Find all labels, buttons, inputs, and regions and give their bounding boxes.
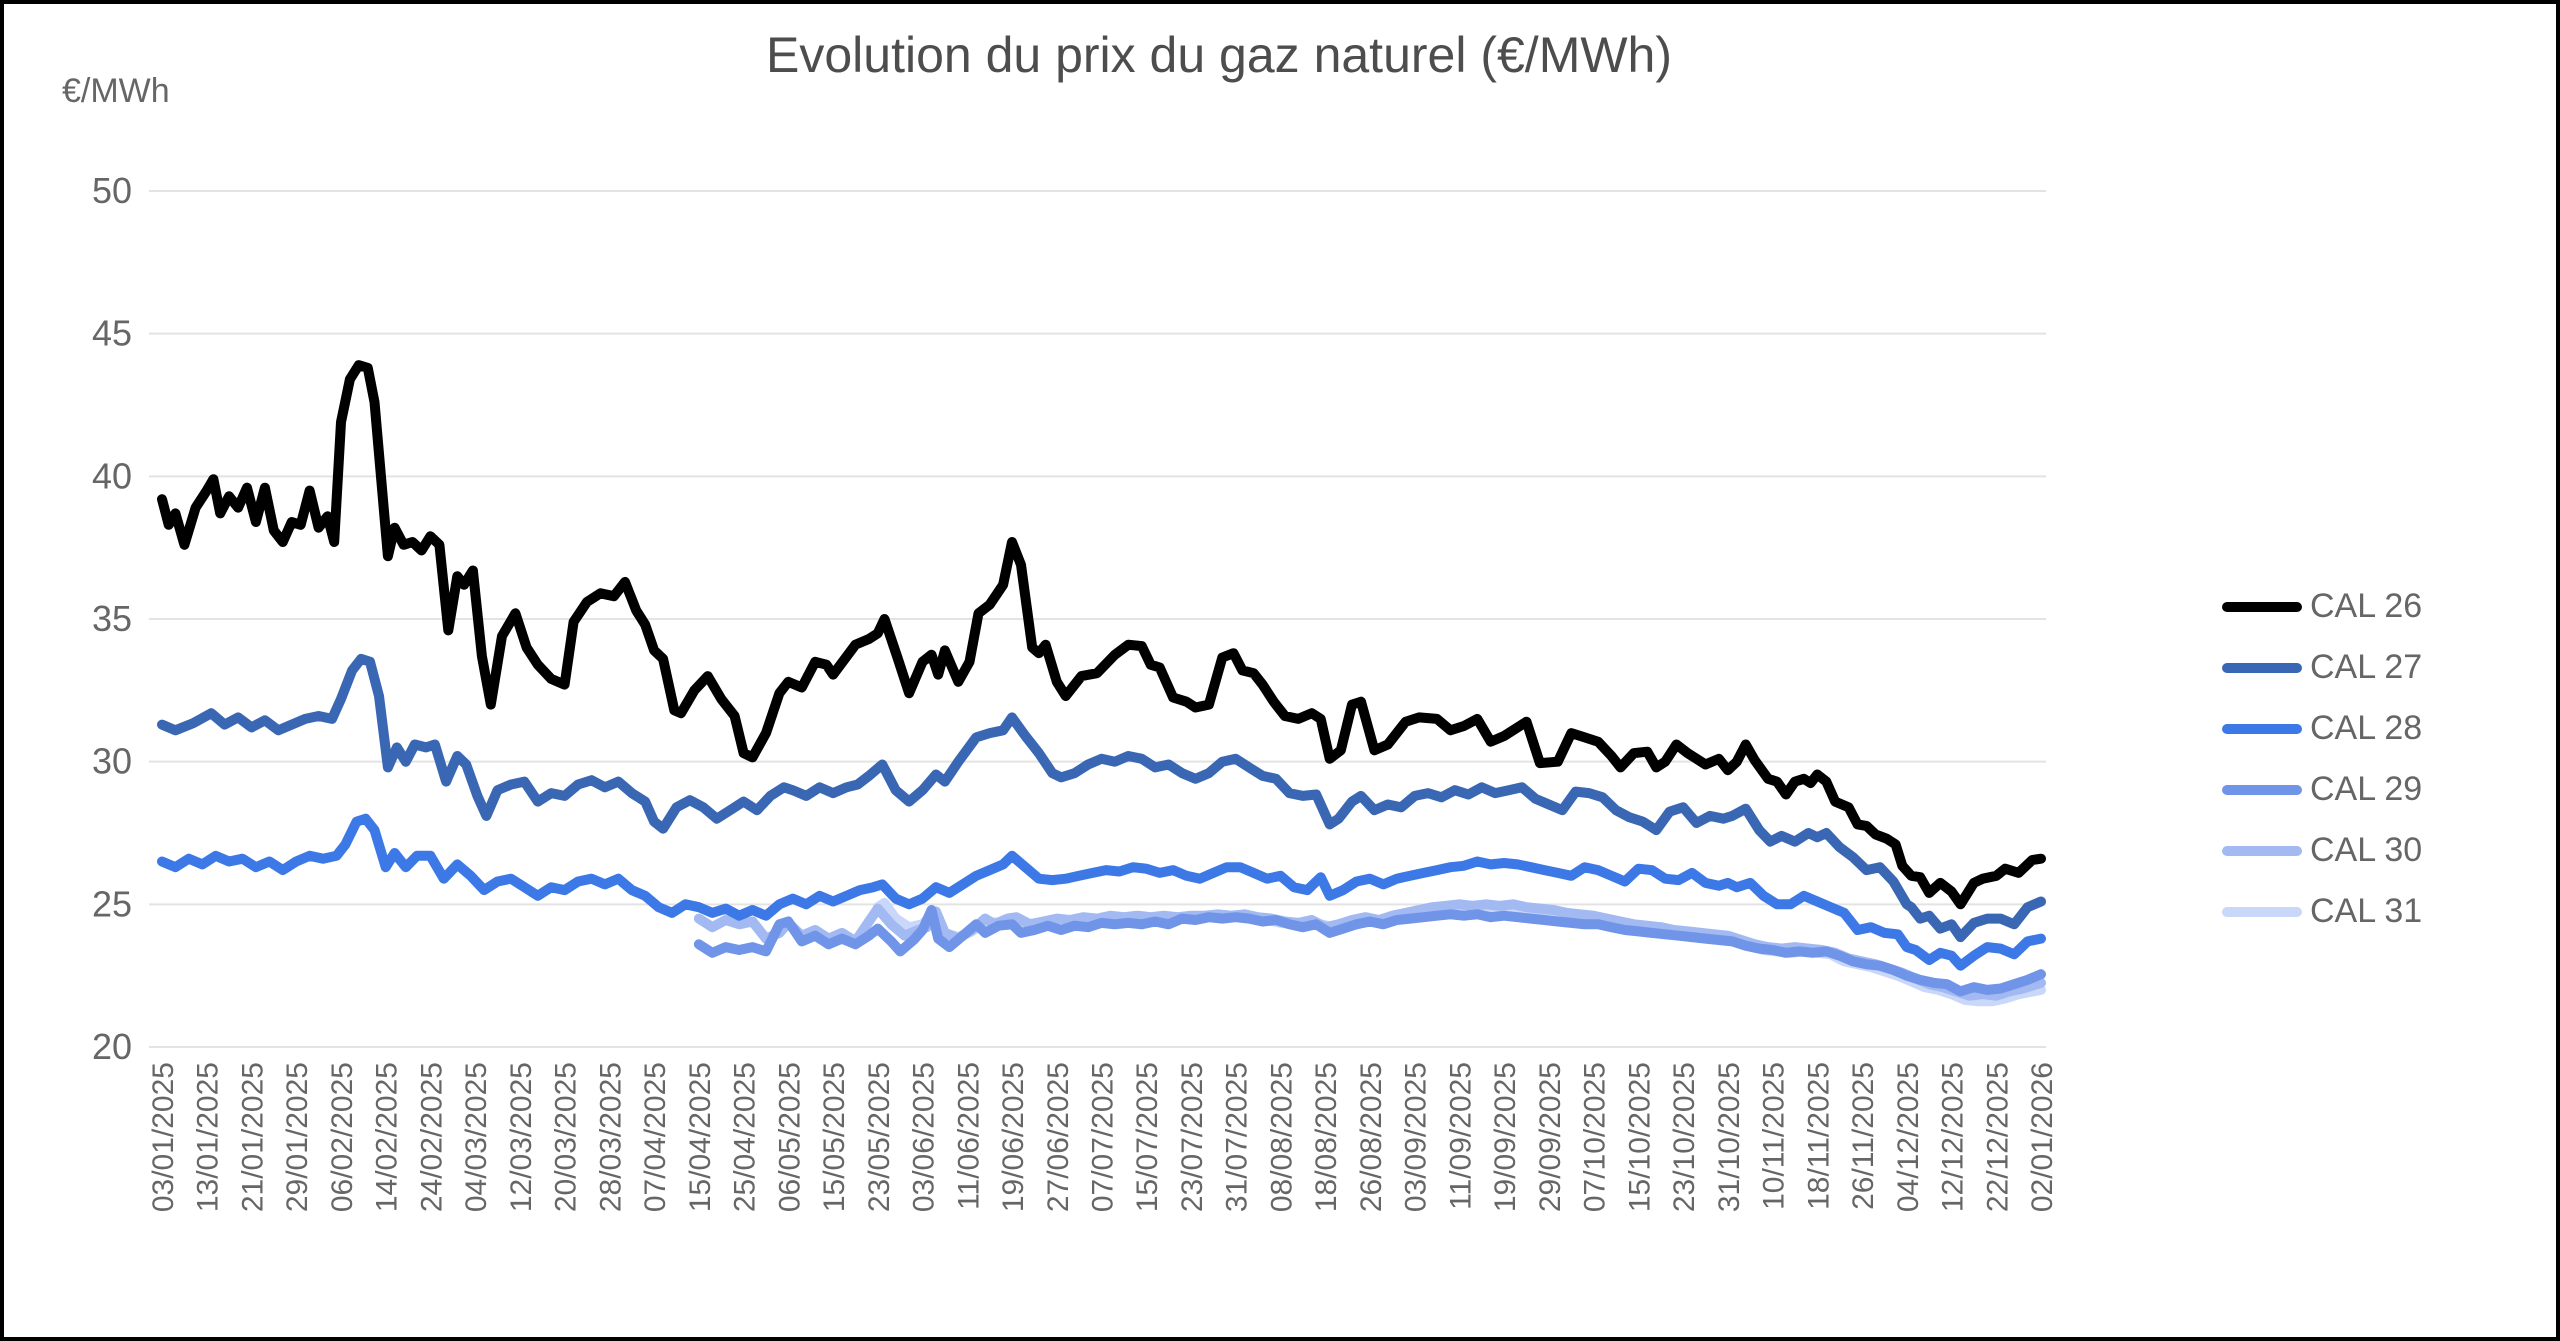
x-tick-label: 25/04/2025 <box>729 1062 762 1212</box>
x-tick-label: 06/05/2025 <box>773 1062 806 1212</box>
y-tick-label-50: 50 <box>92 170 132 211</box>
legend-swatch <box>2222 601 2302 612</box>
x-tick-label: 22/12/2025 <box>1981 1062 2014 1212</box>
legend-swatch <box>2222 784 2302 795</box>
chart-legend: CAL 26 CAL 27 CAL 28 CAL 29 CAL 30 CAL 31 <box>2222 576 2422 942</box>
x-tick-label: 27/06/2025 <box>1042 1062 1075 1212</box>
x-tick-label: 18/11/2025 <box>1802 1062 1835 1210</box>
x-tick-label: 11/09/2025 <box>1444 1062 1477 1210</box>
legend-label: CAL 27 <box>2310 648 2423 686</box>
x-tick-label: 13/01/2025 <box>192 1062 225 1212</box>
x-tick-label: 12/12/2025 <box>1937 1062 1970 1212</box>
x-tick-label: 15/07/2025 <box>1131 1062 1164 1212</box>
x-tick-label: 20/03/2025 <box>550 1062 583 1212</box>
legend-item-cal-27: CAL 27 <box>2222 637 2422 698</box>
x-tick-label: 15/05/2025 <box>818 1062 851 1212</box>
x-tick-label: 31/10/2025 <box>1713 1062 1746 1212</box>
x-tick-label: 23/05/2025 <box>863 1062 896 1212</box>
legend-item-cal-29: CAL 29 <box>2222 759 2422 820</box>
series-line-cal-29 <box>693 905 2046 997</box>
series-lines <box>157 360 2046 1007</box>
legend-item-cal-28: CAL 28 <box>2222 698 2422 759</box>
legend-swatch <box>2222 723 2302 734</box>
x-tick-label: 04/03/2025 <box>460 1062 493 1212</box>
series-line-cal-28 <box>157 813 2046 971</box>
x-tick-label: 26/08/2025 <box>1355 1062 1388 1212</box>
legend-item-cal-31: CAL 31 <box>2222 881 2422 942</box>
x-tick-label: 11/06/2025 <box>952 1062 985 1210</box>
x-tick-label: 21/01/2025 <box>236 1062 269 1212</box>
x-tick-label: 29/01/2025 <box>281 1062 314 1212</box>
x-tick-label: 23/07/2025 <box>1176 1062 1209 1212</box>
x-tick-label: 31/07/2025 <box>1221 1062 1254 1212</box>
series-line-cal-26 <box>157 360 2046 910</box>
x-tick-label: 03/09/2025 <box>1400 1062 1433 1212</box>
legend-label: CAL 29 <box>2310 770 2423 808</box>
x-tick-label: 19/09/2025 <box>1489 1062 1522 1212</box>
gas-price-line-chart: 20 25 30 35 40 45 50 03/01/2025 13/01/2025 21/01/… <box>92 170 2059 1212</box>
chart-title: Evolution du prix du gaz naturel (€/MWh) <box>766 27 1672 83</box>
x-tick-label: 23/10/2025 <box>1668 1062 1701 1212</box>
legend-item-cal-30: CAL 30 <box>2222 820 2422 881</box>
y-tick-label-45: 45 <box>92 313 132 354</box>
y-axis-unit-label: €/MWh <box>62 72 170 110</box>
x-tick-label: 03/06/2025 <box>908 1062 941 1212</box>
x-tick-label: 06/02/2025 <box>326 1062 359 1212</box>
x-tick-label: 07/04/2025 <box>639 1062 672 1212</box>
x-tick-label: 02/01/2026 <box>2026 1062 2059 1212</box>
y-axis-labels: 20 25 30 35 40 45 50 <box>92 170 132 1067</box>
legend-item-cal-26: CAL 26 <box>2222 576 2422 637</box>
legend-label: CAL 28 <box>2310 709 2423 747</box>
legend-swatch <box>2222 845 2302 856</box>
legend-swatch <box>2222 906 2302 917</box>
y-tick-label-40: 40 <box>92 455 132 496</box>
series-line-cal-27 <box>157 653 2046 943</box>
x-tick-label: 15/04/2025 <box>684 1062 717 1212</box>
x-axis-labels: 03/01/2025 13/01/2025 21/01/2025 29/01/2025… <box>147 1062 2059 1212</box>
x-tick-label: 29/09/2025 <box>1534 1062 1567 1212</box>
x-tick-label: 28/03/2025 <box>594 1062 627 1212</box>
legend-swatch <box>2222 662 2302 673</box>
x-tick-label: 14/02/2025 <box>371 1062 404 1212</box>
y-tick-label-35: 35 <box>92 598 132 639</box>
y-tick-label-20: 20 <box>92 1026 132 1067</box>
legend-label: CAL 26 <box>2310 587 2423 625</box>
x-tick-label: 03/01/2025 <box>147 1062 180 1212</box>
x-tick-label: 04/12/2025 <box>1892 1062 1925 1212</box>
x-tick-label: 18/08/2025 <box>1310 1062 1343 1212</box>
legend-label: CAL 30 <box>2310 831 2423 869</box>
x-tick-label: 19/06/2025 <box>997 1062 1030 1212</box>
x-tick-label: 08/08/2025 <box>1265 1062 1298 1212</box>
x-tick-label: 07/10/2025 <box>1579 1062 1612 1212</box>
x-tick-label: 15/10/2025 <box>1623 1062 1656 1212</box>
y-tick-label-30: 30 <box>92 741 132 782</box>
x-tick-label: 12/03/2025 <box>505 1062 538 1212</box>
x-tick-label: 24/02/2025 <box>415 1062 448 1212</box>
x-tick-label: 26/11/2025 <box>1847 1062 1880 1210</box>
x-tick-label: 10/11/2025 <box>1758 1062 1791 1210</box>
y-tick-label-25: 25 <box>92 883 132 924</box>
x-tick-label: 07/07/2025 <box>1087 1062 1120 1212</box>
legend-label: CAL 31 <box>2310 892 2423 930</box>
